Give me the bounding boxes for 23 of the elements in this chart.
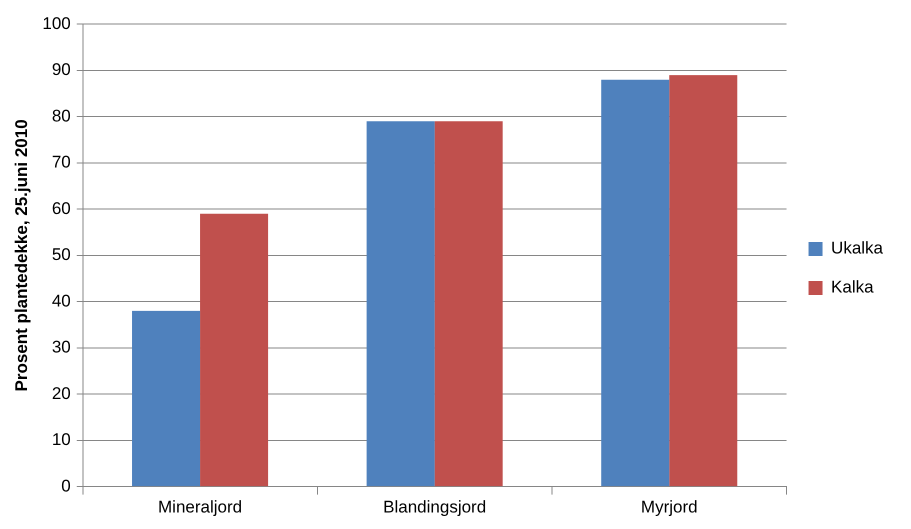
bar	[601, 80, 670, 486]
x-tick-label: Mineraljord	[158, 497, 242, 516]
legend-label: Kalka	[831, 278, 874, 297]
bar	[434, 121, 503, 486]
y-tick-label: 20	[52, 384, 71, 403]
y-axis-title: Prosent plantedekke, 25.juni 2010	[12, 119, 31, 392]
bar	[132, 310, 200, 486]
y-tick-label: 0	[61, 476, 71, 496]
bar	[366, 121, 435, 486]
y-tick-label: 80	[52, 106, 71, 126]
x-tick-label: Blandingsjord	[383, 497, 486, 516]
y-tick-label: 100	[42, 14, 71, 33]
y-tick-label: 10	[52, 430, 71, 450]
x-tick-label: Myrjord	[640, 497, 698, 516]
legend-label: Ukalka	[831, 238, 884, 258]
y-tick-label: 60	[52, 198, 71, 218]
y-tick-label: 90	[52, 60, 71, 80]
bar	[669, 75, 738, 486]
y-tick-label: 50	[52, 245, 71, 264]
y-tick-label: 70	[52, 152, 71, 172]
y-tick-label: 40	[52, 291, 71, 310]
bar	[200, 214, 268, 486]
y-tick-label: 30	[52, 338, 71, 357]
